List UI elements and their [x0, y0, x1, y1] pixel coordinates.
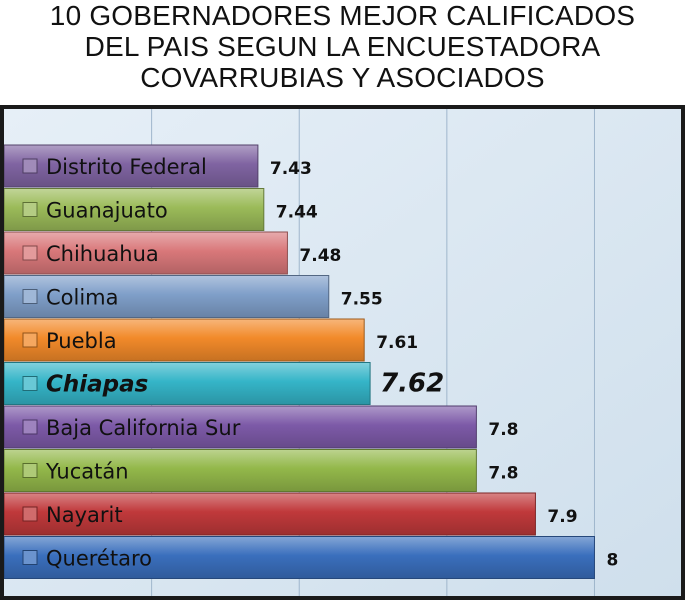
bar	[4, 318, 365, 362]
bar-group: Colima 7.55	[4, 275, 383, 318]
bar-group: Baja California Sur 7.8	[4, 405, 519, 449]
title-line-2: DEL PAIS SEGUN LA ENCUESTADORA	[84, 31, 601, 62]
bar	[4, 362, 371, 405]
value-label: 7.8	[488, 464, 518, 484]
category-label: Puebla	[46, 329, 117, 353]
bar	[4, 144, 259, 188]
bar-group: Querétaro 8	[4, 536, 618, 579]
bar-group: Chiapas 7.62	[4, 362, 444, 405]
category-key-square	[22, 289, 38, 304]
category-label: Distrito Federal	[46, 155, 207, 179]
category-key-square	[22, 506, 38, 522]
category-label: Guanajuato	[46, 199, 168, 223]
bar	[4, 492, 536, 536]
bar-group: Yucatán 7.8	[4, 449, 519, 492]
chart-title: 10 GOBERNADORES MEJOR CALIFICADOS DEL PA…	[0, 0, 685, 93]
value-label: 7.55	[341, 290, 383, 310]
category-key-square	[22, 463, 38, 478]
value-label: 7.62	[380, 369, 444, 399]
bar	[4, 188, 265, 231]
bar-chart: Distrito Federal 7.43 Guanajuato 7.44 Chihua…	[4, 109, 681, 596]
title-line-1: 10 GOBERNADORES MEJOR CALIFICADOS	[49, 0, 636, 31]
category-key-square	[22, 202, 38, 217]
bar	[4, 405, 477, 449]
bar-group: Guanajuato 7.44	[4, 188, 318, 231]
category-label: Yucatán	[45, 460, 129, 484]
chart-frame: Distrito Federal 7.43 Guanajuato 7.44 Chihua…	[0, 105, 685, 600]
value-label: 7.44	[276, 203, 318, 223]
category-key-square	[22, 550, 38, 565]
value-label: 7.43	[270, 159, 312, 179]
bar	[4, 449, 477, 492]
category-key-square	[22, 419, 38, 435]
category-key-square	[22, 332, 38, 348]
category-key-square	[22, 376, 38, 391]
value-label: 7.48	[299, 246, 341, 266]
bar	[4, 536, 595, 579]
title-line-3: COVARRUBIAS Y ASOCIADOS	[140, 62, 545, 93]
category-key-square	[22, 158, 38, 174]
category-key-square	[22, 245, 38, 261]
value-label: 8	[606, 551, 618, 571]
value-label: 7.8	[488, 420, 518, 440]
category-label: Colima	[46, 286, 119, 310]
bar	[4, 275, 330, 318]
value-label: 7.9	[547, 507, 577, 527]
category-label: Querétaro	[46, 547, 152, 571]
bar-group: Chihuahua 7.48	[4, 231, 341, 275]
category-label: Chiapas	[46, 372, 148, 398]
bar-group: Puebla 7.61	[4, 318, 418, 362]
bar-group: Nayarit 7.9	[4, 492, 578, 536]
category-label: Nayarit	[46, 503, 123, 527]
category-label: Chihuahua	[46, 242, 159, 266]
value-label: 7.61	[376, 333, 418, 353]
category-label: Baja California Sur	[46, 416, 241, 440]
bar-group: Distrito Federal 7.43	[4, 144, 312, 188]
bar	[4, 231, 288, 275]
